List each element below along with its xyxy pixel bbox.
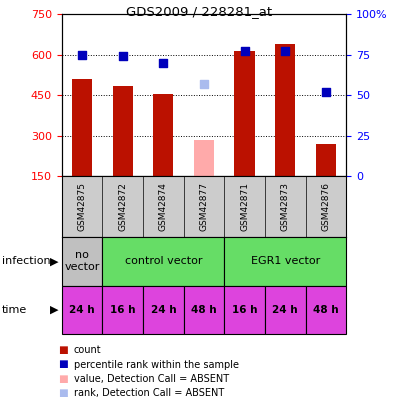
Text: EGR1 vector: EGR1 vector (251, 256, 320, 266)
Text: no
vector: no vector (64, 250, 100, 272)
Text: ■: ■ (58, 360, 67, 369)
Text: GSM42876: GSM42876 (322, 182, 330, 231)
Text: 48 h: 48 h (191, 305, 217, 315)
Bar (62, 237, 102, 286)
Bar (224, 237, 346, 286)
Bar (194, 140, 214, 176)
Text: GSM42872: GSM42872 (118, 182, 127, 231)
Text: ■: ■ (58, 388, 67, 398)
Text: 48 h: 48 h (313, 305, 339, 315)
Bar (306, 286, 346, 334)
Text: time: time (2, 305, 27, 315)
Bar (102, 237, 224, 286)
Point (79, 51, 85, 58)
Bar (62, 286, 102, 334)
Text: 24 h: 24 h (273, 305, 298, 315)
Text: 16 h: 16 h (232, 305, 258, 315)
Point (160, 60, 166, 66)
Text: ▶: ▶ (49, 305, 58, 315)
Text: GSM42875: GSM42875 (78, 182, 86, 231)
Point (119, 53, 126, 60)
Text: rank, Detection Call = ABSENT: rank, Detection Call = ABSENT (74, 388, 224, 398)
Text: GSM42874: GSM42874 (159, 182, 168, 231)
Text: 24 h: 24 h (69, 305, 95, 315)
Text: GSM42871: GSM42871 (240, 182, 249, 231)
Text: ▶: ▶ (49, 256, 58, 266)
Text: ■: ■ (58, 345, 67, 355)
Bar (153, 94, 174, 176)
Bar (102, 286, 143, 334)
Bar (265, 286, 306, 334)
Text: value, Detection Call = ABSENT: value, Detection Call = ABSENT (74, 374, 229, 384)
Bar (183, 286, 224, 334)
Text: 24 h: 24 h (150, 305, 176, 315)
Text: ■: ■ (58, 374, 67, 384)
Point (201, 81, 207, 87)
Bar (72, 79, 92, 176)
Text: 16 h: 16 h (110, 305, 135, 315)
Text: infection: infection (2, 256, 51, 266)
Bar (224, 286, 265, 334)
Text: count: count (74, 345, 101, 355)
Point (282, 48, 289, 55)
Point (323, 89, 329, 95)
Text: GSM42877: GSM42877 (199, 182, 209, 231)
Bar (316, 144, 336, 176)
Text: GSM42873: GSM42873 (281, 182, 290, 231)
Text: GDS2009 / 228281_at: GDS2009 / 228281_at (126, 5, 272, 18)
Bar (234, 51, 255, 176)
Text: control vector: control vector (125, 256, 202, 266)
Bar (113, 86, 133, 176)
Point (242, 48, 248, 55)
Bar (275, 45, 295, 176)
Text: percentile rank within the sample: percentile rank within the sample (74, 360, 239, 369)
Bar (143, 286, 183, 334)
